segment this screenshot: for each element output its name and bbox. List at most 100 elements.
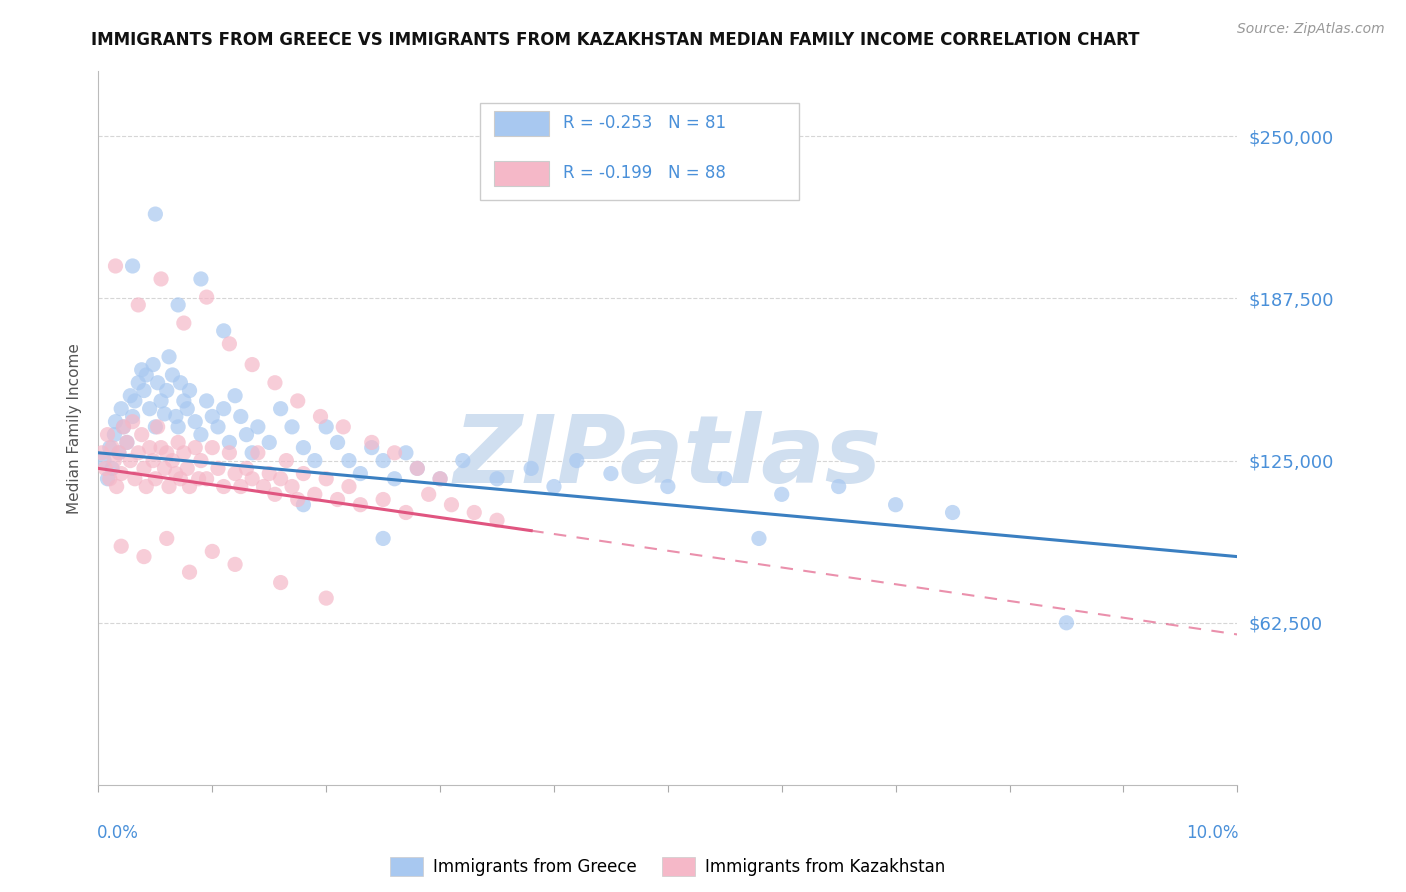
Point	[440, 498, 463, 512]
Point	[714, 472, 737, 486]
Point	[315, 472, 337, 486]
Point	[169, 472, 191, 486]
Point	[138, 441, 160, 455]
Point	[315, 420, 337, 434]
Point	[252, 479, 274, 493]
Point	[270, 401, 292, 416]
Point	[395, 506, 418, 520]
Point	[184, 441, 207, 455]
Point	[142, 453, 165, 467]
Point	[115, 435, 138, 450]
Point	[657, 479, 679, 493]
Point	[150, 272, 173, 286]
Point	[124, 472, 146, 486]
Point	[165, 409, 187, 424]
Legend: Immigrants from Greece, Immigrants from Kazakhstan: Immigrants from Greece, Immigrants from …	[384, 850, 952, 883]
Point	[135, 479, 157, 493]
Point	[451, 453, 474, 467]
Point	[121, 409, 143, 424]
Point	[96, 427, 118, 442]
Point	[337, 479, 360, 493]
Point	[150, 393, 173, 408]
Point	[201, 409, 224, 424]
Point	[165, 467, 187, 481]
Point	[1056, 615, 1078, 630]
Point	[120, 389, 142, 403]
Point	[179, 479, 201, 493]
Point	[259, 467, 281, 481]
Point	[115, 435, 138, 450]
Point	[337, 453, 360, 467]
Point	[195, 290, 218, 304]
Point	[121, 259, 143, 273]
Point	[127, 298, 149, 312]
Point	[105, 479, 128, 493]
Point	[292, 441, 315, 455]
Point	[195, 472, 218, 486]
Point	[108, 446, 131, 460]
Point	[240, 358, 263, 372]
Point	[332, 420, 354, 434]
Text: R = -0.199   N = 88: R = -0.199 N = 88	[562, 164, 725, 182]
Point	[201, 441, 224, 455]
Point	[184, 415, 207, 429]
Point	[224, 558, 246, 572]
Point	[240, 446, 263, 460]
Point	[246, 446, 269, 460]
Point	[218, 446, 240, 460]
Point	[207, 420, 229, 434]
Point	[229, 409, 252, 424]
Point	[132, 384, 155, 398]
Point	[108, 446, 131, 460]
Point	[110, 539, 132, 553]
Point	[270, 575, 292, 590]
Point	[112, 420, 135, 434]
Point	[127, 446, 149, 460]
Point	[371, 492, 394, 507]
Point	[167, 420, 190, 434]
Point	[229, 479, 252, 493]
Point	[287, 393, 309, 408]
Text: Source: ZipAtlas.com: Source: ZipAtlas.com	[1237, 22, 1385, 37]
Text: 10.0%: 10.0%	[1185, 824, 1239, 842]
Point	[150, 441, 173, 455]
Point	[235, 427, 257, 442]
Point	[157, 479, 180, 493]
Point	[201, 544, 224, 558]
Point	[292, 467, 315, 481]
Point	[264, 376, 287, 390]
Point	[384, 472, 406, 486]
Point	[349, 467, 371, 481]
Point	[173, 446, 195, 460]
Point	[176, 401, 198, 416]
Point	[98, 441, 121, 455]
Point	[224, 389, 246, 403]
Point	[132, 549, 155, 564]
Point	[748, 532, 770, 546]
Point	[156, 384, 179, 398]
Point	[190, 453, 212, 467]
Point	[276, 453, 298, 467]
Point	[371, 453, 394, 467]
Point	[360, 441, 382, 455]
Point	[384, 446, 406, 460]
Point	[218, 435, 240, 450]
Point	[270, 472, 292, 486]
Point	[218, 336, 240, 351]
Point	[179, 384, 201, 398]
Point	[212, 401, 235, 416]
Point	[98, 472, 121, 486]
Point	[371, 532, 394, 546]
Point	[145, 472, 167, 486]
Point	[326, 435, 349, 450]
Point	[176, 461, 198, 475]
Point	[173, 393, 195, 408]
Point	[135, 368, 157, 382]
Point	[190, 427, 212, 442]
Point	[179, 565, 201, 579]
Point	[486, 513, 509, 527]
Point	[157, 350, 180, 364]
Point	[264, 487, 287, 501]
Point	[246, 420, 269, 434]
Point	[190, 272, 212, 286]
